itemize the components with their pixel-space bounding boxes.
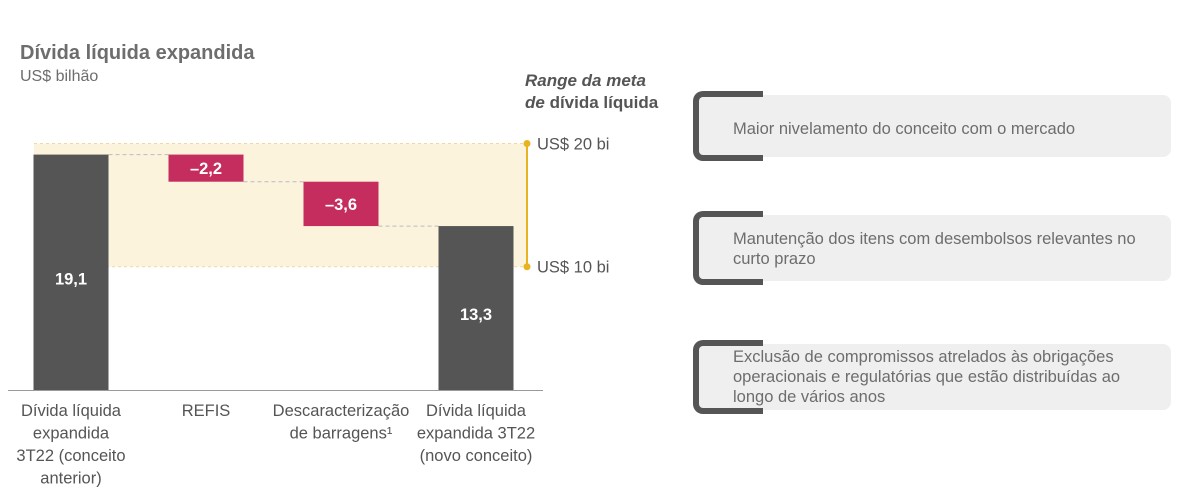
info-card-text-3: Exclusão de compromissos atrelados às ob…: [733, 348, 1121, 406]
info-card-text-1: Maior nivelamento do conceito com o merc…: [733, 120, 1076, 138]
range-title-line1: Range da meta: [525, 71, 646, 90]
category-label-1-line-4: anterior): [40, 470, 101, 488]
category-label-1-line-3: 3T22 (conceito: [16, 447, 125, 465]
chart-subtitle: US$ bilhão: [20, 68, 99, 85]
category-label-1: Dívida líquida expandida 3T22 (conceito ant…: [16, 402, 125, 488]
card-bracket-2: [693, 211, 763, 285]
range-title: Range da meta de dívida líquida: [525, 70, 658, 114]
category-label-4: Dívida líquida expandida 3T22 (novo concei…: [417, 402, 535, 465]
card-bracket-3: [693, 340, 763, 414]
category-label-4-line-2: expandida 3T22: [417, 425, 535, 443]
bar-4: [438, 226, 514, 390]
category-label-3-line-2: de barragens¹: [290, 425, 393, 443]
category-label-3: Descaracterização de barragens¹: [273, 402, 410, 443]
value-label-3: –3,6: [325, 196, 357, 214]
value-label-4: 13,3: [460, 306, 492, 324]
category-label-4-line-1: Dívida líquida: [426, 402, 527, 420]
waterfall-chart: US$ 20 bi US$ 10 bi 19,1 –2,2 –3,6 13,3 Dívida…: [8, 135, 609, 488]
bar-2: [168, 154, 244, 182]
info-card-text-2: Manutenção dos itens com desembolsos rel…: [733, 230, 1136, 268]
value-label-1: 19,1: [55, 270, 87, 288]
target-range-low-marker: [523, 263, 531, 271]
target-range-low-label: US$ 10 bi: [537, 259, 609, 277]
category-label-1-line-2: expandida: [33, 425, 110, 443]
category-label-2-line-1: REFIS: [182, 402, 231, 420]
info-card-2: Manutenção dos itens com desembolsos rel…: [693, 211, 1171, 285]
bar-1: [33, 154, 109, 390]
card-bracket-1: [693, 91, 763, 161]
category-label-2: REFIS: [182, 402, 231, 420]
category-label-3-line-1: Descaracterização: [273, 402, 410, 420]
range-title-line2-italic: de: [525, 93, 545, 112]
value-label-2: –2,2: [190, 160, 222, 178]
target-range-high-label: US$ 20 bi: [537, 135, 609, 153]
category-label-1-line-1: Dívida líquida: [21, 402, 122, 420]
range-title-line2-bold: dívida líquida: [549, 93, 659, 112]
category-label-4-line-3: (novo conceito): [420, 447, 533, 465]
target-range-high-marker: [523, 139, 531, 147]
chart-title: Dívida líquida expandida: [20, 42, 255, 64]
info-card-3: Exclusão de compromissos atrelados às ob…: [693, 340, 1171, 414]
info-card-1: Maior nivelamento do conceito com o merc…: [693, 91, 1171, 161]
bar-3: [303, 181, 379, 227]
